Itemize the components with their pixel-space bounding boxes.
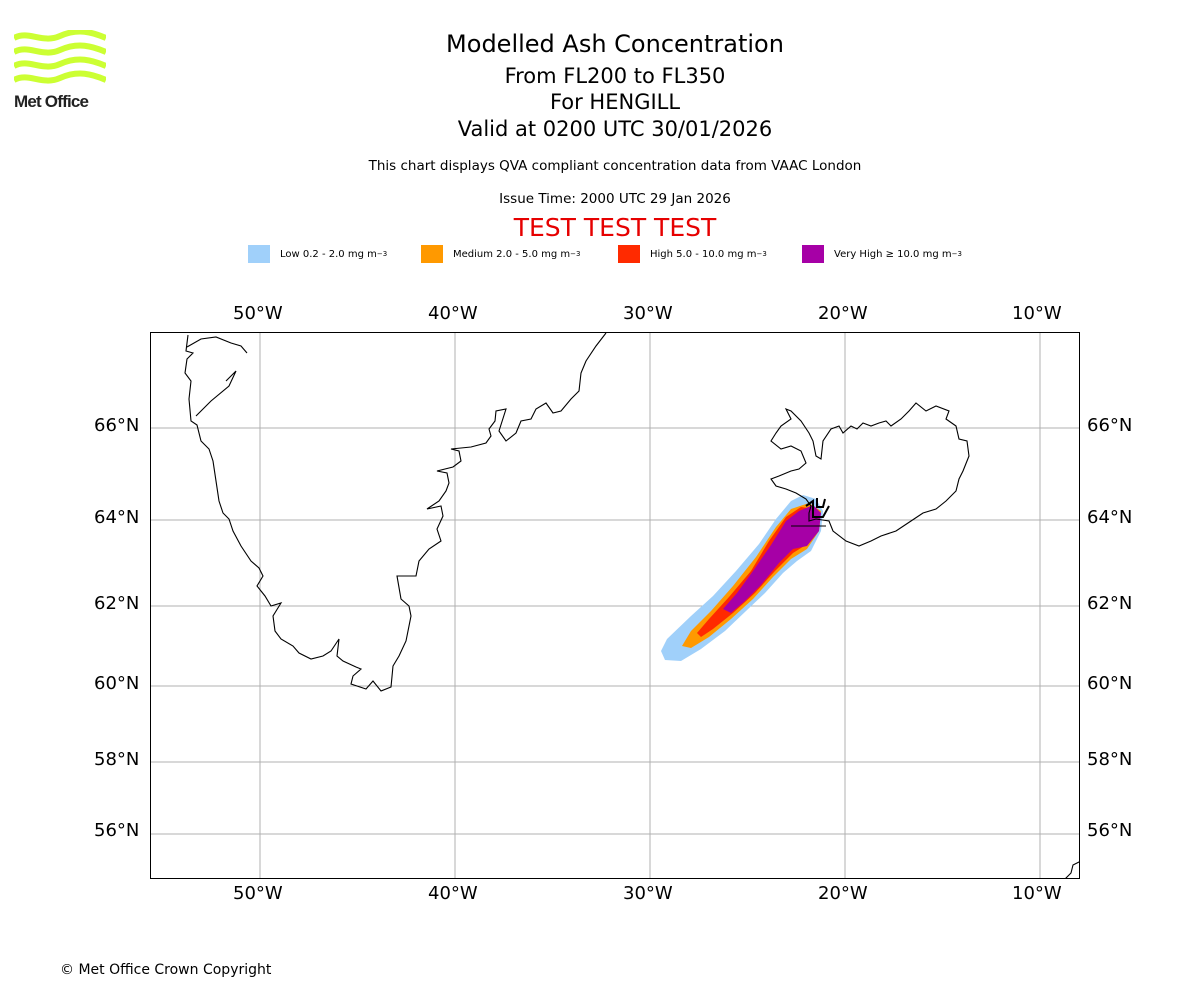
lat-tick-left: 62°N	[94, 593, 140, 614]
lon-tick-top: 20°W	[818, 303, 868, 324]
lon-tick-bottom: 10°W	[1012, 883, 1062, 904]
legend-swatch-medium	[421, 245, 443, 263]
valid-time: Valid at 0200 UTC 30/01/2026	[457, 117, 773, 141]
test-banner: TEST TEST TEST	[513, 213, 717, 242]
legend-label-high: High 5.0 - 10.0 mg m	[650, 248, 757, 260]
lon-tick-top: 30°W	[623, 303, 673, 324]
copyright-notice: © Met Office Crown Copyright	[60, 962, 272, 978]
legend-unit-exp: −3	[570, 250, 581, 258]
map-panel[interactable]	[150, 332, 1080, 879]
lat-tick-right: 56°N	[1087, 820, 1133, 841]
legend-item-very-high: Very High ≥ 10.0 mg m −3	[802, 244, 962, 264]
lon-tick-bottom: 20°W	[818, 883, 868, 904]
lat-tick-left: 64°N	[94, 507, 140, 528]
legend-unit-exp: −3	[376, 250, 388, 258]
ash-very-high-region	[723, 505, 821, 613]
flight-level-range: From FL200 to FL350	[504, 64, 726, 88]
lon-tick-top: 10°W	[1012, 303, 1062, 324]
met-office-logo: Met Office	[12, 28, 108, 112]
lat-tick-left: 60°N	[94, 673, 140, 694]
legend-label-very-high: Very High ≥ 10.0 mg m	[834, 248, 952, 260]
lon-tick-top: 40°W	[428, 303, 478, 324]
legend-item-medium: Medium 2.0 - 5.0 mg m −3	[421, 244, 580, 264]
legend-swatch-low	[248, 245, 270, 263]
legend-swatch-high	[618, 245, 640, 263]
volcano-marker	[791, 498, 830, 527]
lon-tick-bottom: 50°W	[233, 883, 283, 904]
chart-title: Modelled Ash Concentration	[446, 30, 784, 58]
lat-tick-right: 62°N	[1087, 593, 1133, 614]
legend-item-low: Low 0.2 - 2.0 mg m −3	[248, 244, 387, 264]
lat-tick-left: 66°N	[94, 415, 140, 436]
legend-label-low: Low 0.2 - 2.0 mg m	[280, 248, 377, 260]
map-canvas	[151, 333, 1079, 878]
coastline-greenland-inlet	[186, 336, 248, 417]
lon-tick-top: 50°W	[233, 303, 283, 324]
volcano-name: For HENGILL	[549, 90, 681, 114]
lat-tick-left: 58°N	[94, 749, 140, 770]
lat-tick-right: 64°N	[1087, 507, 1133, 528]
lat-tick-right: 66°N	[1087, 415, 1133, 436]
lon-tick-bottom: 30°W	[623, 883, 673, 904]
coastline-scotland	[1065, 861, 1079, 878]
lat-tick-left: 56°N	[94, 820, 140, 841]
gridlines	[151, 333, 1079, 878]
legend-swatch-very-high	[802, 245, 824, 263]
coastline-iceland	[770, 402, 970, 547]
lat-tick-right: 60°N	[1087, 673, 1133, 694]
legend-item-high: High 5.0 - 10.0 mg m −3	[618, 244, 767, 264]
coastline-greenland	[184, 333, 607, 692]
logo-text: Met Office	[14, 92, 89, 111]
lon-tick-bottom: 40°W	[428, 883, 478, 904]
legend-unit-exp: −3	[756, 250, 767, 258]
ash-plume	[661, 495, 823, 661]
met-office-wave-icon	[12, 28, 108, 84]
legend-unit-exp: −3	[951, 250, 962, 258]
legend-label-medium: Medium 2.0 - 5.0 mg m	[453, 248, 571, 260]
issue-time: Issue Time: 2000 UTC 29 Jan 2026	[499, 191, 731, 207]
lat-tick-right: 58°N	[1087, 749, 1133, 770]
subtitle: This chart displays QVA compliant concen…	[368, 158, 862, 174]
